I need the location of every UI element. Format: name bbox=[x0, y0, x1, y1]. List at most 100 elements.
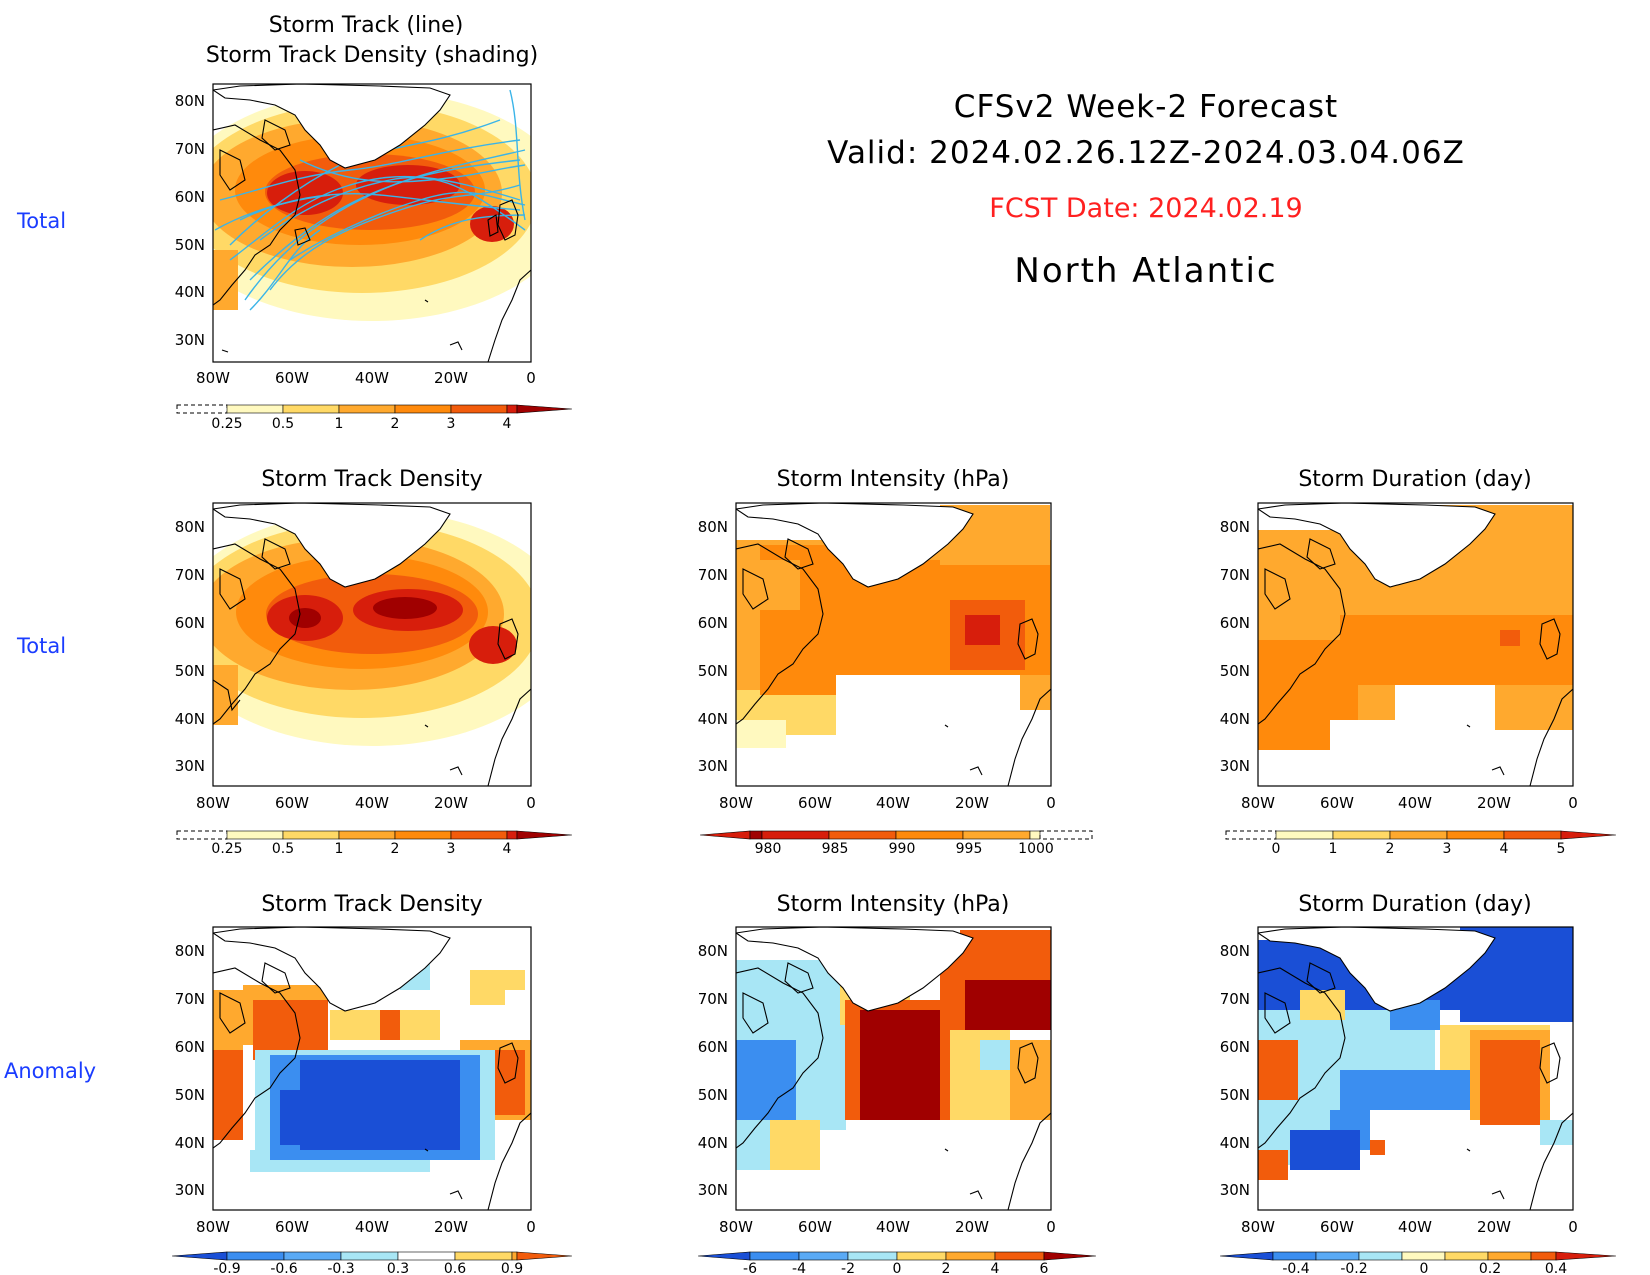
coastlines bbox=[213, 503, 531, 786]
svg-text:60W: 60W bbox=[275, 369, 309, 387]
colorbar: -0.9 -0.6 -0.3 0.3 0.6 0.9 bbox=[171, 1251, 573, 1275]
colorbar: 0.25 0.5 1 2 3 4 bbox=[176, 830, 573, 857]
svg-text:30N: 30N bbox=[698, 1181, 728, 1199]
svg-text:30N: 30N bbox=[698, 757, 728, 775]
svg-text:0.5: 0.5 bbox=[272, 841, 294, 857]
panel-title: Storm Track Density bbox=[261, 892, 482, 917]
svg-text:0.5: 0.5 bbox=[272, 416, 294, 432]
svg-text:1: 1 bbox=[335, 416, 344, 432]
panel-track-total: Storm Track (line) Storm Track Density (… bbox=[175, 13, 573, 432]
panel-density-anomaly: Storm Track Density bbox=[171, 892, 573, 1275]
svg-text:30N: 30N bbox=[175, 331, 205, 349]
svg-text:40N: 40N bbox=[175, 710, 205, 728]
svg-text:0.2: 0.2 bbox=[1479, 1261, 1501, 1275]
svg-text:40N: 40N bbox=[175, 283, 205, 301]
header-fcst-date: FCST Date: 2024.02.19 bbox=[989, 193, 1302, 224]
panel-title: Storm Duration (day) bbox=[1298, 892, 1531, 917]
svg-text:80W: 80W bbox=[719, 1218, 753, 1236]
svg-text:20W: 20W bbox=[955, 1218, 989, 1236]
svg-text:70N: 70N bbox=[698, 990, 728, 1008]
svg-text:0: 0 bbox=[526, 1218, 536, 1236]
svg-text:20W: 20W bbox=[434, 794, 468, 812]
colorbar: 980 985 990 995 1000 bbox=[699, 830, 1093, 857]
svg-text:20W: 20W bbox=[434, 1218, 468, 1236]
panel-title: Storm Intensity (hPa) bbox=[777, 892, 1010, 917]
svg-text:4: 4 bbox=[1500, 841, 1509, 857]
svg-text:80N: 80N bbox=[175, 92, 205, 110]
svg-text:60N: 60N bbox=[175, 614, 205, 632]
svg-text:40N: 40N bbox=[698, 1134, 728, 1152]
lat-ticks: 80N 70N 60N 50N 40N 30N bbox=[698, 942, 728, 1199]
svg-text:70N: 70N bbox=[1220, 990, 1250, 1008]
svg-text:60W: 60W bbox=[1320, 1218, 1354, 1236]
svg-text:6: 6 bbox=[1040, 1261, 1049, 1275]
anomaly-blocks bbox=[1258, 927, 1573, 1180]
svg-text:20W: 20W bbox=[955, 794, 989, 812]
svg-text:1: 1 bbox=[335, 841, 344, 857]
svg-text:60W: 60W bbox=[275, 1218, 309, 1236]
lon-ticks: 80W 60W 40W 20W 0 bbox=[196, 794, 536, 812]
header-valid: Valid: 2024.02.26.12Z-2024.03.04.06Z bbox=[827, 135, 1465, 171]
coastlines bbox=[1258, 927, 1573, 1210]
header-region: North Atlantic bbox=[1014, 251, 1277, 291]
row-label-3: Anomaly bbox=[4, 1059, 96, 1083]
svg-text:50N: 50N bbox=[698, 662, 728, 680]
map-frame bbox=[212, 83, 532, 363]
svg-text:60W: 60W bbox=[275, 794, 309, 812]
svg-text:0: 0 bbox=[1420, 1261, 1429, 1275]
svg-text:-0.2: -0.2 bbox=[1340, 1261, 1367, 1275]
svg-text:-0.4: -0.4 bbox=[1282, 1261, 1309, 1275]
svg-text:80W: 80W bbox=[196, 1218, 230, 1236]
svg-text:80N: 80N bbox=[1220, 942, 1250, 960]
svg-text:2: 2 bbox=[391, 416, 400, 432]
svg-text:80W: 80W bbox=[1241, 794, 1275, 812]
svg-text:0: 0 bbox=[893, 1261, 902, 1275]
svg-text:20W: 20W bbox=[1477, 794, 1511, 812]
svg-text:3: 3 bbox=[1443, 841, 1452, 857]
colorbar: -0.4 -0.2 0 0.2 0.4 bbox=[1219, 1251, 1617, 1275]
svg-text:0.9: 0.9 bbox=[501, 1261, 523, 1275]
svg-text:50N: 50N bbox=[698, 1086, 728, 1104]
svg-text:60N: 60N bbox=[1220, 614, 1250, 632]
svg-text:990: 990 bbox=[889, 841, 916, 857]
panel-title: Storm Track (line) bbox=[269, 13, 464, 38]
svg-text:60N: 60N bbox=[175, 188, 205, 206]
svg-text:-0.9: -0.9 bbox=[213, 1261, 240, 1275]
svg-text:-2: -2 bbox=[841, 1261, 855, 1275]
svg-text:80W: 80W bbox=[196, 794, 230, 812]
svg-text:985: 985 bbox=[822, 841, 849, 857]
svg-text:0: 0 bbox=[1568, 1218, 1578, 1236]
svg-text:50N: 50N bbox=[175, 236, 205, 254]
svg-text:-0.3: -0.3 bbox=[327, 1261, 354, 1275]
map-frame bbox=[735, 926, 1052, 1211]
coastlines bbox=[213, 927, 531, 1210]
svg-text:40N: 40N bbox=[1220, 1134, 1250, 1152]
svg-text:50N: 50N bbox=[175, 1086, 205, 1104]
svg-text:40W: 40W bbox=[876, 1218, 910, 1236]
duration-blocks bbox=[1258, 505, 1573, 785]
svg-text:-0.6: -0.6 bbox=[270, 1261, 297, 1275]
svg-text:50N: 50N bbox=[175, 662, 205, 680]
svg-text:0: 0 bbox=[1568, 794, 1578, 812]
storm-track-lines bbox=[214, 89, 526, 311]
svg-text:20W: 20W bbox=[1477, 1218, 1511, 1236]
lon-ticks: 80W 60W 40W 20W 0 bbox=[1241, 794, 1578, 812]
map-frame bbox=[1257, 502, 1574, 787]
svg-text:0: 0 bbox=[1272, 841, 1281, 857]
svg-text:40W: 40W bbox=[1398, 794, 1432, 812]
svg-text:50N: 50N bbox=[1220, 1086, 1250, 1104]
lon-ticks: 80W 60W 40W 20W 0 bbox=[719, 1218, 1056, 1236]
svg-text:40W: 40W bbox=[355, 794, 389, 812]
panel-density-total: Storm Track Density 80N bbox=[175, 467, 573, 857]
svg-text:40W: 40W bbox=[876, 794, 910, 812]
svg-text:30N: 30N bbox=[1220, 757, 1250, 775]
svg-text:80W: 80W bbox=[719, 794, 753, 812]
svg-text:4: 4 bbox=[503, 416, 512, 432]
svg-text:50N: 50N bbox=[1220, 662, 1250, 680]
svg-text:30N: 30N bbox=[175, 1181, 205, 1199]
svg-text:0: 0 bbox=[1046, 1218, 1056, 1236]
svg-text:0.3: 0.3 bbox=[387, 1261, 409, 1275]
svg-text:30N: 30N bbox=[175, 757, 205, 775]
svg-text:40W: 40W bbox=[355, 369, 389, 387]
